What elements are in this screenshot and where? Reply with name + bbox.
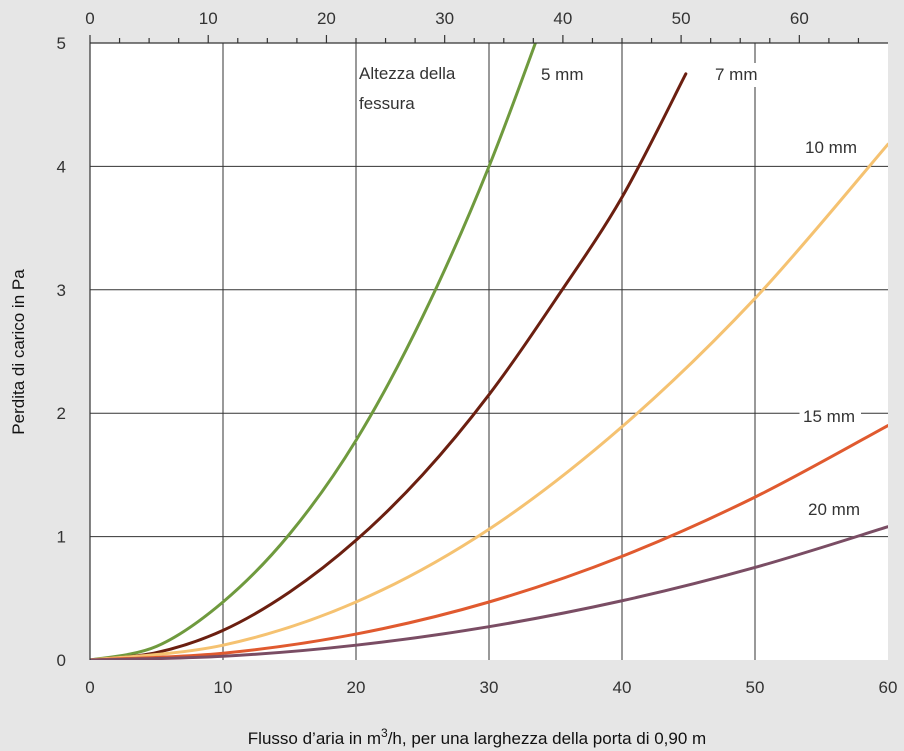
series-label-20-mm: 20 mm — [808, 500, 860, 519]
x-tick-label-20: 20 — [347, 678, 366, 697]
y-tick-label-1: 1 — [57, 528, 66, 547]
top-tick-label-0: 0 — [85, 9, 94, 28]
series-line-5-mm — [90, 43, 538, 660]
plot-frame — [89, 35, 888, 660]
series-line-20-mm — [90, 525, 888, 660]
x-tick-label-10: 10 — [214, 678, 233, 697]
series-line-10-mm — [90, 142, 888, 660]
x-axis-title: Flusso d’aria in m3/h, per una larghezza… — [248, 726, 706, 748]
series-label-10-mm: 10 mm — [805, 138, 857, 157]
y-tick-label-0: 0 — [57, 651, 66, 670]
series-label-bg-5-mm — [535, 63, 587, 87]
y-tick-label-3: 3 — [57, 281, 66, 300]
y-tick-label-4: 4 — [57, 157, 66, 176]
annotation-line-2: fessura — [359, 94, 415, 113]
y-tick-label-5: 5 — [57, 34, 66, 53]
x-axis-title-superscript: 3 — [381, 726, 388, 740]
series-label-bg-10-mm — [801, 136, 863, 160]
gridlines — [90, 43, 888, 660]
series-label-bg-7-mm — [709, 63, 761, 87]
x-tick-label-0: 0 — [85, 678, 94, 697]
top-tick-label-50: 50 — [672, 9, 691, 28]
series-label-7-mm: 7 mm — [715, 65, 758, 84]
y-axis-title: Perdita di carico in Pa — [9, 269, 28, 435]
series-line-7-mm — [90, 72, 688, 660]
series-line-15-mm — [90, 424, 888, 660]
top-tick-label-30: 30 — [435, 9, 454, 28]
curves — [90, 43, 888, 660]
y-tick-label-2: 2 — [57, 404, 66, 423]
annotation-line-1: Altezza della — [359, 64, 456, 83]
top-tick-label-10: 10 — [199, 9, 218, 28]
x-axis-title-rest: /h, per una larghezza della porta di 0,9… — [388, 729, 706, 748]
series-label-5-mm: 5 mm — [541, 65, 584, 84]
series-label-bg-15-mm — [799, 405, 861, 429]
series-label-15-mm: 15 mm — [803, 407, 855, 426]
x-tick-label-50: 50 — [746, 678, 765, 697]
x-tick-label-60: 60 — [879, 678, 898, 697]
top-tick-label-20: 20 — [317, 9, 336, 28]
x-axis-title-main: Flusso d’aria in m — [248, 729, 381, 748]
series-label-bg-20-mm — [804, 498, 866, 522]
top-tick-label-60: 60 — [790, 9, 809, 28]
series-labels: 5 mm 7 mm 10 mm 15 mm 20 mm — [535, 63, 866, 522]
top-tick-label-40: 40 — [553, 9, 572, 28]
x-tick-label-40: 40 — [613, 678, 632, 697]
x-tick-label-30: 30 — [480, 678, 499, 697]
